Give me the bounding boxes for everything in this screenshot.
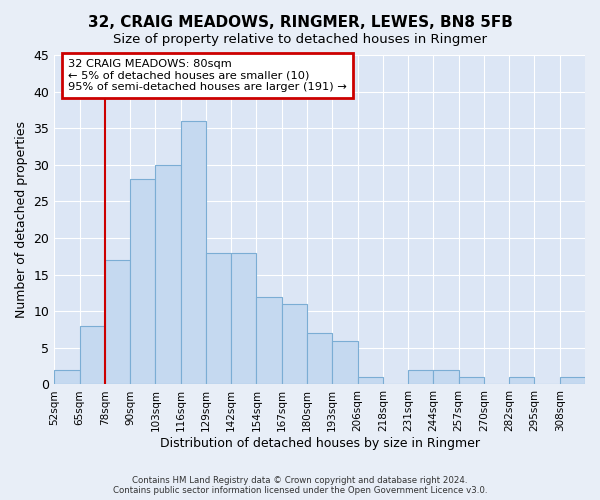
Bar (433, 370, 458, 384)
Bar (130, 180, 155, 384)
Bar (181, 121, 206, 384)
Bar (307, 333, 332, 384)
Bar (155, 165, 181, 384)
X-axis label: Distribution of detached houses by size in Ringmer: Distribution of detached houses by size … (160, 437, 479, 450)
Text: Contains HM Land Registry data © Crown copyright and database right 2024.
Contai: Contains HM Land Registry data © Crown c… (113, 476, 487, 495)
Bar (408, 370, 433, 384)
Bar (358, 377, 383, 384)
Bar (458, 377, 484, 384)
Bar (332, 340, 358, 384)
Bar (231, 252, 256, 384)
Bar (80, 326, 105, 384)
Bar (282, 304, 307, 384)
Y-axis label: Number of detached properties: Number of detached properties (15, 121, 28, 318)
Bar (509, 377, 535, 384)
Bar (256, 296, 282, 384)
Bar (560, 377, 585, 384)
Bar (206, 252, 231, 384)
Text: Size of property relative to detached houses in Ringmer: Size of property relative to detached ho… (113, 32, 487, 46)
Bar (54, 370, 80, 384)
Text: 32, CRAIG MEADOWS, RINGMER, LEWES, BN8 5FB: 32, CRAIG MEADOWS, RINGMER, LEWES, BN8 5… (88, 15, 512, 30)
Text: 32 CRAIG MEADOWS: 80sqm
← 5% of detached houses are smaller (10)
95% of semi-det: 32 CRAIG MEADOWS: 80sqm ← 5% of detached… (68, 58, 347, 92)
Bar (105, 260, 130, 384)
